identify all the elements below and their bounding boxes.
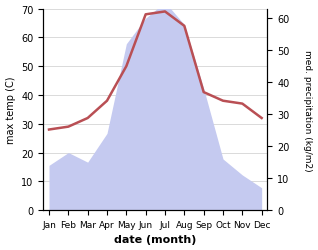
Y-axis label: med. precipitation (kg/m2): med. precipitation (kg/m2) xyxy=(303,49,313,170)
Y-axis label: max temp (C): max temp (C) xyxy=(5,76,16,144)
X-axis label: date (month): date (month) xyxy=(114,234,197,244)
